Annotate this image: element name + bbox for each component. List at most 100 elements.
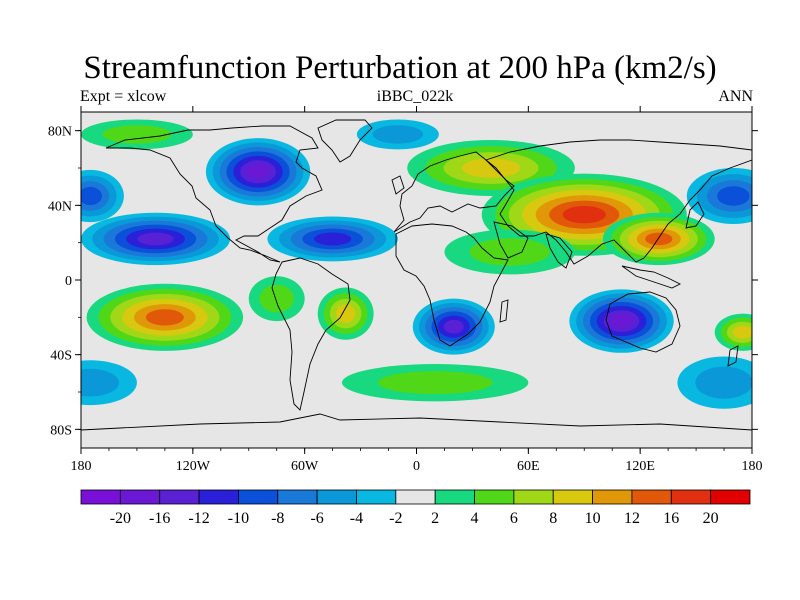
- colorbar-swatch: [395, 489, 436, 505]
- anomaly-9: [412, 298, 495, 355]
- colorbar-swatch: [80, 489, 121, 505]
- colorbar-label: -10: [228, 510, 249, 527]
- anomaly-4: [81, 119, 193, 150]
- colorbar-label: 10: [585, 510, 601, 527]
- longitude-axis: 180 120W 60W 0 60E 120E 180: [71, 106, 763, 474]
- colorbar: -20 -16 -12 -10 -8 -6 -4 -2 2 4 6 8 10 12 16 20: [80, 489, 751, 527]
- colorbar-swatch: [198, 489, 239, 505]
- plot-title: Streamfunction Perturbation at 200 hPa (…: [83, 50, 717, 86]
- colorbar-swatch: [513, 489, 554, 505]
- contour-level: [717, 186, 750, 206]
- y-tick-label: 80S: [50, 423, 72, 438]
- colorbar-label: -6: [310, 510, 323, 527]
- experiment-label: Expt = xlcow: [80, 88, 167, 105]
- colorbar-swatch: [119, 489, 161, 505]
- anomaly-12: [341, 364, 529, 402]
- contour-level: [732, 325, 752, 339]
- colorbar-label: 2: [431, 510, 439, 527]
- contour-level: [259, 284, 294, 313]
- x-tick-label: 120E: [625, 459, 655, 474]
- colorbar-swatch: [474, 489, 515, 505]
- latitude-axis: 80N 40N 0 40S 80S: [48, 125, 758, 438]
- anomaly-6: [248, 276, 305, 322]
- australia-coast: [605, 291, 681, 353]
- contour-level: [247, 164, 270, 179]
- contour-level: [313, 232, 352, 246]
- north-america-coast: [105, 125, 323, 263]
- contour-level: [377, 371, 493, 395]
- anomaly-10: [569, 289, 674, 353]
- anomaly-8: [81, 360, 137, 406]
- y-tick-label: 40N: [48, 199, 72, 214]
- anomaly-2: [81, 169, 124, 223]
- contour-level: [645, 232, 673, 246]
- greenland-coast: [317, 119, 373, 163]
- africa-coast: [395, 223, 509, 347]
- contour-level: [81, 186, 102, 206]
- case-label: iBBC_022k: [376, 88, 454, 105]
- y-tick-label: 80N: [48, 125, 72, 140]
- south-america-coast: [271, 257, 351, 411]
- x-tick-label: 0: [413, 459, 420, 474]
- arabia-coast: [493, 221, 529, 259]
- contour-level: [695, 366, 752, 399]
- x-tick-label: 120W: [176, 459, 211, 474]
- x-tick-label: 60W: [291, 459, 319, 474]
- anomaly-16: [444, 229, 575, 275]
- contour-level: [443, 319, 464, 334]
- colorbar-label: -2: [389, 510, 402, 527]
- anomaly-1: [81, 212, 231, 266]
- contour-level: [102, 125, 172, 144]
- colorbar-swatch: [159, 489, 200, 505]
- y-tick-label: 0: [65, 274, 72, 289]
- contour-level: [372, 125, 424, 144]
- x-tick-label: 180: [71, 459, 92, 474]
- japan-coast: [685, 201, 705, 229]
- colorbar-swatch: [434, 489, 475, 505]
- contour-level: [335, 304, 356, 323]
- colorbar-swatch: [552, 489, 593, 505]
- contour-level: [610, 314, 633, 328]
- contour-level: [469, 238, 550, 266]
- colorbar-label: -20: [110, 510, 131, 527]
- contour-level: [461, 158, 521, 178]
- colorbar-label: 12: [624, 510, 640, 527]
- contour-level: [137, 232, 174, 246]
- contour-level: [145, 309, 184, 326]
- indonesia-coast: [621, 265, 682, 289]
- madagascar-coast: [499, 299, 509, 323]
- anomaly-0: [205, 138, 311, 206]
- anomaly-19: [356, 119, 439, 150]
- india-coast: [545, 233, 573, 269]
- x-tick-label: 60E: [517, 459, 540, 474]
- british-isles-coast: [391, 175, 405, 195]
- contour-level: [562, 206, 606, 224]
- colorbar-label: -12: [188, 510, 209, 527]
- colorbar-label: -4: [350, 510, 363, 527]
- coastlines: [81, 119, 752, 431]
- colorbar-swatch: [316, 489, 357, 505]
- colorbar-swatch: [631, 489, 672, 505]
- anomaly-17: [686, 168, 752, 224]
- colorbar-label: -8: [271, 510, 284, 527]
- anomaly-layer: [81, 119, 752, 409]
- colorbar-swatch: [277, 489, 318, 505]
- anomaly-15: [602, 212, 715, 266]
- contour-level: [81, 368, 119, 397]
- x-tick-label: 180: [742, 459, 763, 474]
- y-tick-label: 40S: [50, 349, 72, 364]
- colorbar-swatch: [670, 489, 712, 505]
- new-zealand-coast: [727, 345, 739, 367]
- asia-coast: [485, 139, 752, 265]
- anomaly-3: [267, 216, 398, 262]
- anomaly-5: [86, 283, 244, 351]
- colorbar-label: 16: [663, 510, 679, 527]
- anomaly-11: [677, 356, 752, 409]
- anomaly-18: [714, 313, 752, 351]
- period-label: ANN: [718, 88, 753, 105]
- colorbar-label: 6: [510, 510, 518, 527]
- colorbar-label: 20: [703, 510, 719, 527]
- colorbar-label: 4: [471, 510, 479, 527]
- anomaly-7: [317, 287, 374, 340]
